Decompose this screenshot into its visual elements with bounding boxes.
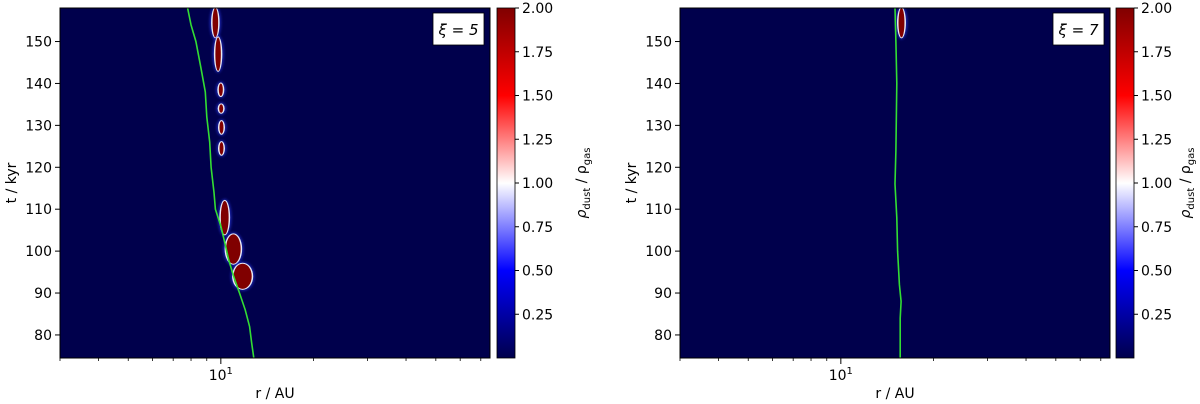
- y-tick-label-xi5-130: 130: [25, 118, 52, 134]
- dust-features-xi7: [895, 8, 908, 40]
- colorbar-xi7: 0.25 0.50 0.75 1.00 1.25 1.50 1.75 2.00 ρdust /…: [1115, 1, 1197, 359]
- colorbar-tick-label-xi5-1.25: 1.25: [522, 132, 553, 148]
- y-axis-label-xi5: t / kyr: [4, 162, 20, 203]
- colorbar-label-xi7: ρdust / ρgas: [1178, 148, 1197, 219]
- colorbar-gradient-xi5: [496, 7, 516, 359]
- panel-label-box-xi7: ξ = 7: [1052, 12, 1105, 46]
- colorbar-ticks-xi5: 0.25 0.50 0.75 1.00 1.25 1.50 1.75 2.00: [515, 1, 553, 323]
- dust-clump-xi5-4: [219, 121, 224, 134]
- y-tick-label-xi5-100: 100: [25, 244, 52, 260]
- dust-clump-xi5-2: [218, 83, 223, 97]
- y-tick-label-xi5-150: 150: [25, 35, 52, 51]
- colorbar-tick-label-xi7-1.00: 1.00: [1141, 176, 1172, 192]
- heatmap-panel-xi7: 80 90 100 110 120 130 140 150 101 r / AU t / ky…: [624, 1, 1197, 402]
- y-axis-xi7: 80 90 100 110 120 130 140 150: [645, 35, 680, 344]
- dust-clump-xi5-8: [233, 263, 252, 289]
- colorbar-tick-label-xi5-1.00: 1.00: [522, 176, 553, 192]
- y-tick-label-xi5-80: 80: [34, 328, 52, 344]
- y-tick-label-xi7-140: 140: [645, 76, 672, 92]
- y-tick-label-xi7-130: 130: [645, 118, 672, 134]
- dust-clump-xi5-5: [219, 142, 224, 155]
- colorbar-tick-label-xi5-1.75: 1.75: [522, 45, 553, 61]
- panel-label-xi5: ξ = 5: [437, 21, 478, 39]
- colorbar-tick-label-xi5-0.75: 0.75: [522, 220, 553, 236]
- colorbar-gradient-xi7: [1115, 7, 1135, 359]
- dust-clump-xi5-7: [226, 234, 241, 264]
- dust-features-xi5: [209, 8, 255, 291]
- colorbar-label-xi5: ρdust / ρgas: [574, 148, 593, 219]
- colorbar-tick-label-xi7-0.75: 0.75: [1141, 220, 1172, 236]
- dust-clump-xi5-3: [219, 104, 224, 113]
- colorbar-tick-label-xi7-0.50: 0.50: [1141, 264, 1172, 280]
- panel-label-box-xi5: ξ = 5: [432, 12, 485, 46]
- colorbar-tick-label-xi7-2.00: 2.00: [1141, 1, 1172, 17]
- y-tick-label-xi7-90: 90: [654, 286, 672, 302]
- x-tick-label-xi5-10: 101: [209, 366, 233, 384]
- colorbar-tick-label-xi7-1.25: 1.25: [1141, 132, 1172, 148]
- dust-clump-xi5-1: [215, 37, 221, 71]
- gas-line-xi5: [186, 8, 255, 358]
- dust-clump-xi5-0: [212, 8, 219, 38]
- plot-area-xi5: [60, 8, 490, 358]
- dust-clump-xi7-0: [898, 8, 905, 38]
- y-tick-label-xi7-100: 100: [645, 244, 672, 260]
- x-axis-label-xi7: r / AU: [875, 386, 914, 402]
- dust-clump-xi5-6: [220, 200, 229, 235]
- gas-line-xi7: [894, 8, 902, 358]
- y-tick-label-xi7-150: 150: [645, 35, 672, 51]
- y-axis-label-xi7: t / kyr: [624, 162, 640, 203]
- colorbar-tick-label-xi5-2.00: 2.00: [522, 1, 553, 17]
- y-tick-label-xi5-120: 120: [25, 160, 52, 176]
- y-tick-label-xi7-120: 120: [645, 160, 672, 176]
- x-axis-xi5: 101: [59, 358, 482, 384]
- y-tick-label-xi7-80: 80: [654, 328, 672, 344]
- plot-frame-xi5: [59, 7, 491, 359]
- x-axis-label-xi5: r / AU: [255, 386, 294, 402]
- colorbar-tick-label-xi5-1.50: 1.50: [522, 89, 553, 105]
- colorbar-tick-label-xi7-0.25: 0.25: [1141, 307, 1172, 323]
- y-tick-label-xi5-140: 140: [25, 76, 52, 92]
- y-tick-label-xi5-110: 110: [25, 202, 52, 218]
- panel-label-xi7: ξ = 7: [1057, 21, 1098, 39]
- colorbar-tick-label-xi5-0.50: 0.50: [522, 264, 553, 280]
- x-tick-label-xi7-10: 101: [829, 366, 853, 384]
- x-axis-xi7: 101: [679, 358, 1102, 384]
- colorbar-xi5: 0.25 0.50 0.75 1.00 1.25 1.50 1.75 2.00 ρdust /…: [496, 1, 593, 359]
- y-axis-xi5: 80 90 100 110 120 130 140 150: [25, 35, 60, 344]
- colorbar-tick-label-xi5-0.25: 0.25: [522, 307, 553, 323]
- plot-frame-xi7: [679, 7, 1111, 359]
- colorbar-tick-label-xi7-1.75: 1.75: [1141, 45, 1172, 61]
- y-tick-label-xi5-90: 90: [34, 286, 52, 302]
- colorbar-ticks-xi7: 0.25 0.50 0.75 1.00 1.25 1.50 1.75 2.00: [1134, 1, 1172, 323]
- colorbar-tick-label-xi7-1.50: 1.50: [1141, 89, 1172, 105]
- y-tick-label-xi7-110: 110: [645, 202, 672, 218]
- heatmap-panel-xi5: 80 90 100 110 120 130 140 150 101 r / AU t / ky…: [4, 1, 593, 402]
